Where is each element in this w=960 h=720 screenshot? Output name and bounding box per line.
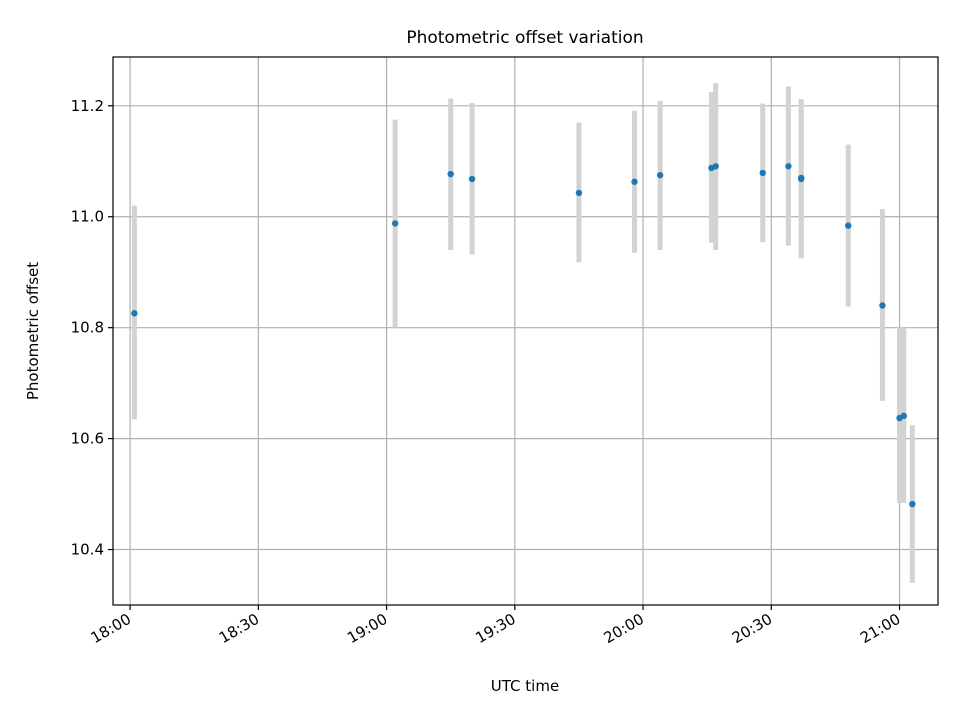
- x-tick-label: 18:30: [216, 610, 262, 647]
- x-axis-label: UTC time: [491, 677, 559, 695]
- plot-area: [112, 56, 939, 606]
- grid-lines: [113, 57, 938, 605]
- data-point: [656, 171, 664, 179]
- data-point: [759, 169, 766, 177]
- data-point: [468, 175, 476, 183]
- x-axis: 18:00 18:30 19:00 19:30 20:00 20:30 21:00: [88, 605, 904, 647]
- data-point: [845, 222, 852, 229]
- data-point: [391, 220, 399, 227]
- data-points: [131, 163, 916, 508]
- data-point: [785, 163, 792, 170]
- x-tick-label: 18:00: [88, 610, 134, 647]
- y-axis-label: Photometric offset: [24, 262, 42, 400]
- data-point: [575, 189, 583, 197]
- x-tick-label: 20:00: [601, 610, 647, 647]
- data-point: [900, 412, 908, 420]
- data-point: [131, 310, 138, 317]
- y-tick-label: 11.2: [71, 97, 104, 115]
- chart-title: Photometric offset variation: [406, 28, 643, 48]
- data-point: [631, 178, 638, 185]
- data-point: [712, 163, 719, 170]
- data-point: [879, 302, 886, 309]
- plot-frame: [112, 56, 939, 606]
- y-tick-label: 11.0: [71, 208, 104, 226]
- data-point: [798, 175, 805, 183]
- data-point: [909, 500, 916, 508]
- x-tick-label: 19:30: [472, 610, 518, 647]
- y-tick-label: 10.8: [71, 319, 104, 337]
- x-tick-label: 21:00: [857, 610, 903, 647]
- y-tick-label: 10.6: [71, 430, 104, 448]
- plot-background: [113, 57, 938, 605]
- x-tick-label: 20:30: [729, 610, 775, 647]
- x-tick-label: 19:00: [344, 610, 390, 647]
- data-point: [447, 170, 454, 178]
- y-tick-label: 10.4: [71, 541, 104, 559]
- y-axis: 10.4 10.6 10.8 11.0 11.2: [71, 97, 113, 559]
